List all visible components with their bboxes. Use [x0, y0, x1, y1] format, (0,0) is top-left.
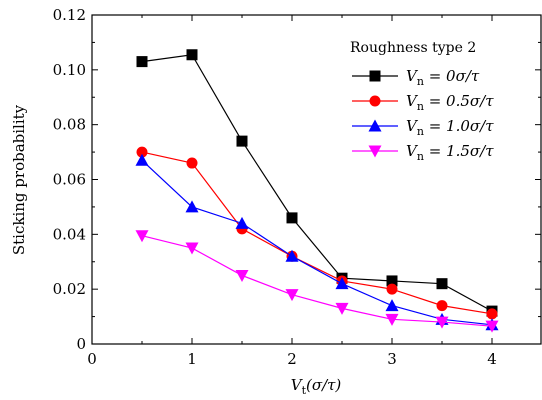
data-point [386, 275, 398, 287]
data-point [286, 212, 298, 224]
data-point [436, 300, 448, 312]
data-point [385, 299, 399, 312]
data-point [435, 316, 449, 329]
legend-item-4: Vn = 1.5σ/τ [352, 142, 494, 163]
y-axis-label: Sticking probability [10, 104, 28, 255]
legend-label: Vn = 0.5σ/τ [406, 92, 494, 113]
series-line [141, 151, 493, 315]
y-tick-label: 0 [76, 335, 86, 353]
x-tick-label: 3 [387, 350, 397, 368]
series-2 [136, 146, 498, 320]
data-point [135, 153, 149, 166]
series-line [141, 54, 493, 312]
legend-label: Vn = 0σ/τ [406, 67, 480, 88]
legend-marker [369, 70, 381, 82]
data-point [236, 135, 248, 147]
data-point [186, 157, 198, 169]
y-tick-label: 0.02 [53, 280, 86, 298]
data-point [335, 302, 349, 315]
legend-marker [368, 119, 382, 132]
y-tick-label: 0.04 [53, 225, 86, 243]
legend-label: Vn = 1.0σ/τ [406, 117, 494, 138]
data-point [185, 200, 199, 213]
series-4 [135, 230, 499, 333]
x-tick-label: 1 [187, 350, 197, 368]
legend: Roughness type 2 Vn = 0σ/τ Vn = 0.5σ/τ Vn … [350, 40, 494, 163]
x-axis-label: Vt(σ/τ) [291, 376, 342, 397]
y-tick-label: 0.06 [53, 171, 86, 189]
data-point [485, 320, 499, 333]
data-point [285, 289, 299, 302]
data-point [486, 308, 498, 320]
data-point [335, 277, 349, 290]
series-layer [135, 49, 499, 333]
legend-marker [369, 95, 381, 107]
data-point [436, 278, 448, 290]
series-line [141, 159, 493, 326]
series-line [141, 235, 493, 327]
y-tick-label: 0.08 [53, 116, 86, 134]
data-point [386, 283, 398, 295]
y-tick-label: 0.10 [53, 61, 86, 79]
data-point [285, 249, 299, 262]
legend-title: Roughness type 2 [350, 40, 476, 56]
y-tick-label: 0.12 [53, 6, 86, 24]
legend-marker [368, 145, 382, 158]
data-point [135, 230, 149, 243]
data-point [136, 146, 148, 158]
plot-border [91, 14, 542, 345]
x-tick-label: 4 [487, 350, 497, 368]
x-tick-label: 0 [87, 350, 97, 368]
legend-item-2: Vn = 0.5σ/τ [352, 92, 494, 113]
data-point [385, 313, 399, 326]
data-point [186, 49, 198, 61]
legend-item-3: Vn = 1.0σ/τ [352, 117, 494, 138]
data-point [235, 269, 249, 282]
legend-label: Vn = 1.5σ/τ [406, 142, 494, 163]
plot-frame [91, 14, 542, 345]
data-point [235, 216, 249, 229]
data-point [136, 56, 148, 68]
x-tick-label: 2 [287, 350, 297, 368]
axis-ticks: 0 1 2 3 4 0 0.02 0.04 0.06 0.08 0.10 0.12 [53, 6, 541, 368]
series-1 [136, 49, 498, 317]
data-point [185, 242, 199, 255]
legend-item-1: Vn = 0σ/τ [352, 67, 480, 88]
